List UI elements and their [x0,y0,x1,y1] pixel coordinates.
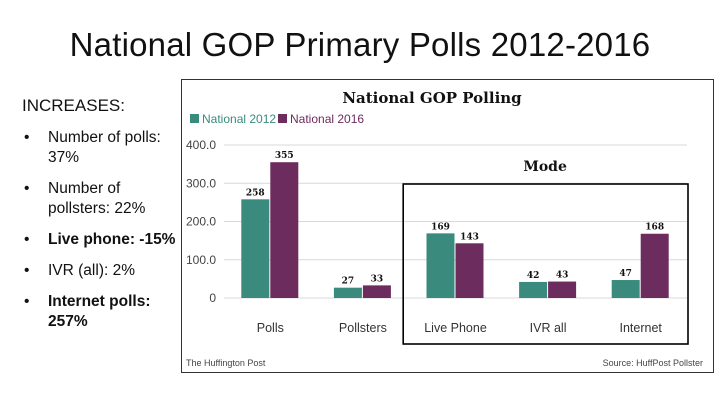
y-tick-label: 400.0 [186,138,216,152]
bullet-text: Internet polls: 257% [48,293,151,330]
bar-value-label: 27 [342,277,355,287]
bar-value-label: 33 [371,274,384,284]
x-tick-label: Internet [620,321,663,335]
bar [362,285,391,298]
bullet-item: • Internet polls: 257% [22,292,182,332]
bullet-dot: • [24,129,30,146]
bullet-text: IVR (all): 2% [48,262,135,279]
bullet-dot: • [24,293,30,310]
bar [519,281,548,298]
bar-value-label: 169 [431,222,450,232]
bullet-item: • Live phone: -15% [22,230,182,250]
bar [611,280,640,298]
bullet-dot: • [24,180,30,197]
bullet-item: • Number of pollsters: 22% [22,179,182,219]
legend-label: National 2016 [290,112,364,126]
x-tick-label: Live Phone [424,321,487,335]
chart-footer-right: Source: HuffPost Pollster [602,358,703,368]
legend-swatch [278,114,287,123]
chart-frame: National GOP Polling National 2012 Nationa… [181,79,714,373]
increases-panel: INCREASES: • Number of polls: 37% • Number… [22,96,182,343]
bar-value-label: 47 [619,269,632,279]
chart-title: National GOP Polling [342,89,522,107]
bullet-item: • Number of polls: 37% [22,128,182,168]
increases-list: • Number of polls: 37% • Number of pollste… [22,128,182,332]
x-tick-label: Pollsters [339,321,387,335]
bullet-dot: • [24,262,30,279]
bullet-dot: • [24,231,30,248]
y-tick-label: 0 [209,291,216,305]
legend-swatch [190,114,199,123]
bullet-text: Number of pollsters: 22% [48,180,146,217]
bar-chart: National GOP Polling National 2012 Nationa… [186,89,689,345]
bullet-text: Number of polls: 37% [48,129,161,166]
x-tick-label: Polls [257,321,284,335]
increases-heading: INCREASES: [22,96,125,115]
bar-value-label: 355 [275,151,294,161]
mode-annotation: Mode [523,159,567,175]
slide-title: National GOP Primary Polls 2012-2016 [69,26,651,63]
mode-box [402,183,689,345]
x-tick-label: IVR all [530,321,567,335]
chart-footer-left: The Huffington Post [186,358,266,368]
bullet-item: • IVR (all): 2% [22,261,182,281]
bar-value-label: 42 [527,271,540,281]
y-tick-label: 200.0 [186,215,216,229]
legend-label: National 2012 [202,112,276,126]
bar-value-label: 143 [460,232,479,242]
y-tick-label: 100.0 [186,253,216,267]
bar [241,199,270,298]
bar [640,233,669,298]
bullet-text: Live phone: -15% [48,231,176,248]
bar [426,233,455,298]
bar-value-label: 43 [556,271,569,281]
bar-value-label: 168 [645,223,664,233]
bar [270,162,299,298]
bar [333,287,362,298]
bar-value-label: 258 [246,188,265,198]
bar [455,243,484,298]
y-tick-label: 300.0 [186,176,216,190]
bar [548,281,577,298]
